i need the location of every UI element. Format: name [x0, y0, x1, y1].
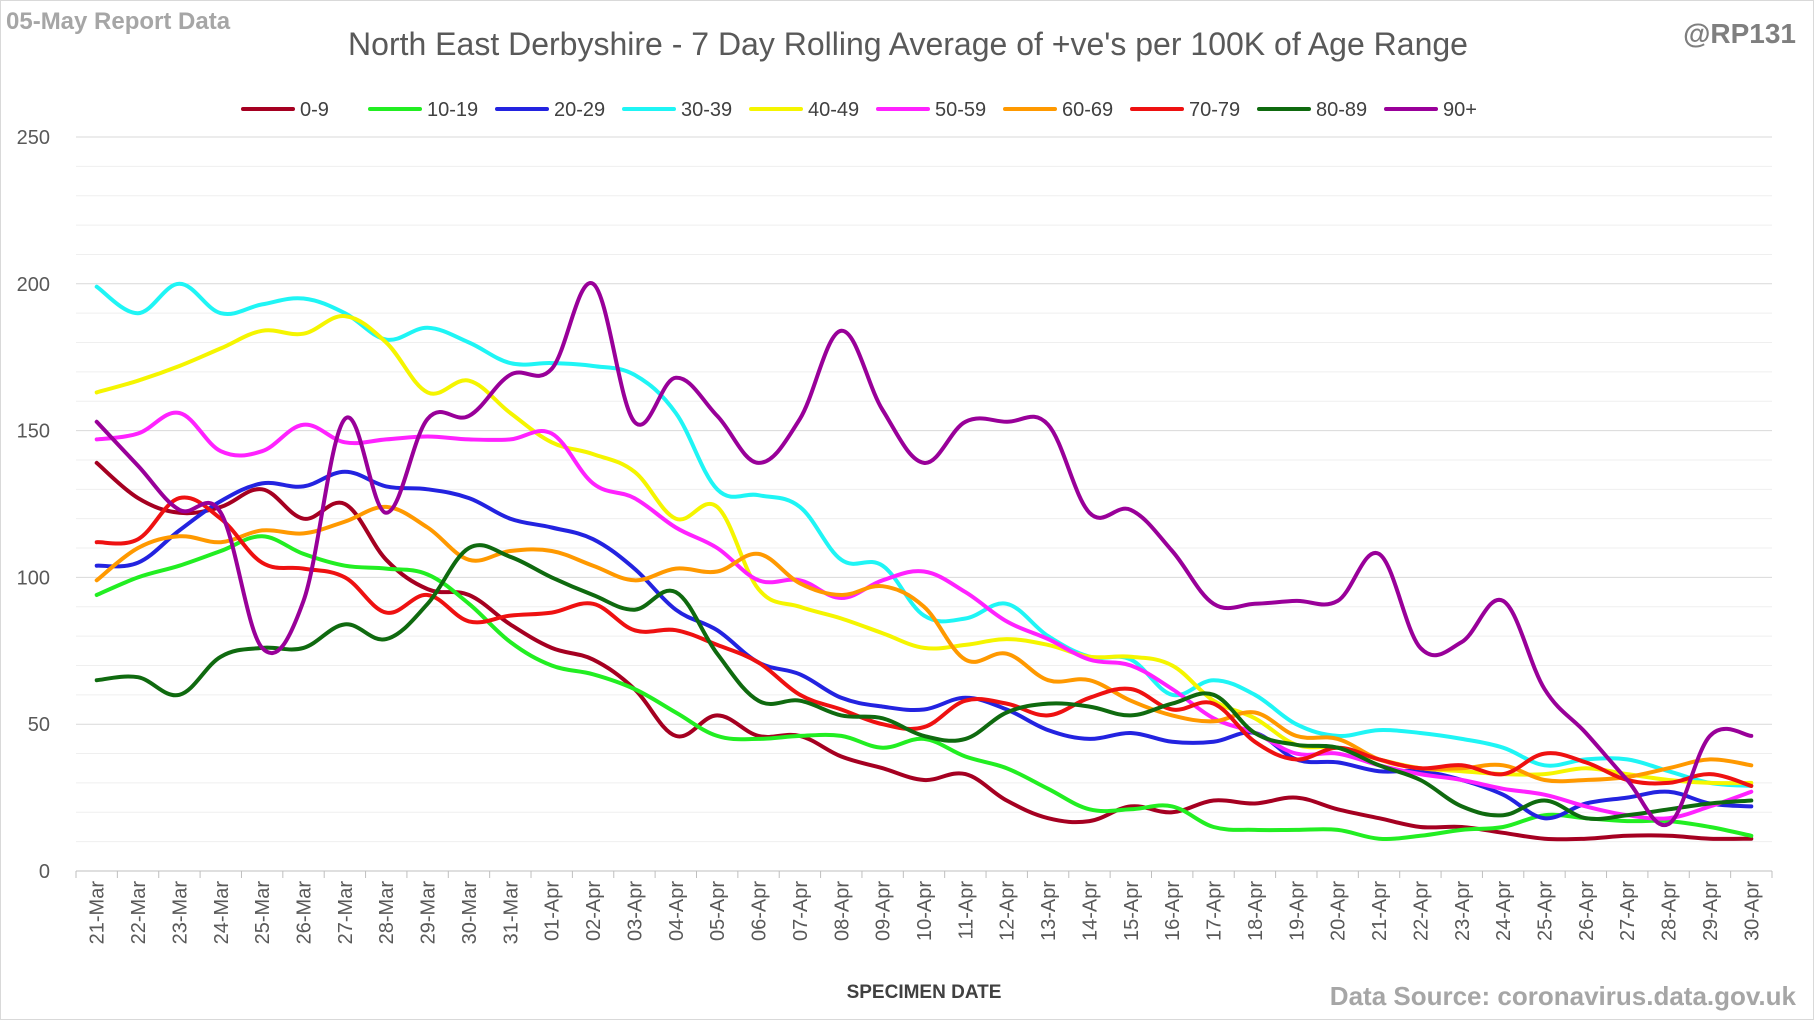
x-tick-label: 07-Apr — [790, 881, 812, 941]
legend-label: 60-69 — [1062, 99, 1113, 121]
x-axis-ticks: 21-Mar 22-Mar 23-Mar 24-Mar 25-Mar 26-Mar 27-M… — [75, 871, 1773, 945]
legend-label: 70-79 — [1189, 99, 1240, 121]
legend-label: 0-9 — [300, 99, 329, 121]
x-tick-label: 17-Apr — [1204, 881, 1226, 941]
x-tick-label: 24-Apr — [1493, 881, 1515, 941]
x-tick-label: 01-Apr — [542, 881, 564, 941]
series-line-40-49 — [94, 314, 1754, 786]
legend-label: 20-29 — [554, 99, 605, 121]
x-tick-label: 21-Mar — [87, 881, 109, 945]
x-tick-label: 05-Apr — [707, 881, 729, 941]
x-tick-label: 30-Apr — [1741, 881, 1763, 941]
x-tick-label: 25-Mar — [252, 881, 274, 945]
series-lines — [94, 281, 1754, 842]
series-line-10-19 — [94, 534, 1754, 841]
x-tick-label: 27-Apr — [1617, 881, 1639, 941]
y-tick-label: 50 — [28, 714, 50, 736]
x-tick-label: 31-Mar — [500, 881, 522, 945]
y-tick-label: 0 — [39, 861, 50, 883]
x-tick-label: 20-Apr — [1328, 881, 1350, 941]
legend-label: 80-89 — [1316, 99, 1367, 121]
x-tick-label: 12-Apr — [997, 881, 1019, 941]
x-tick-label: 23-Mar — [169, 881, 191, 945]
x-tick-label: 30-Mar — [459, 881, 481, 945]
x-tick-label: 21-Apr — [1369, 881, 1391, 941]
x-tick-label: 27-Mar — [335, 881, 357, 945]
data-source-label: Data Source: coronavirus.data.gov.uk — [1329, 981, 1796, 1011]
chart-title: North East Derbyshire - 7 Day Rolling Av… — [348, 26, 1468, 62]
x-tick-label: 10-Apr — [914, 881, 936, 941]
x-tick-label: 23-Apr — [1452, 881, 1474, 941]
y-tick-label: 200 — [17, 274, 50, 296]
x-tick-label: 11-Apr — [955, 881, 977, 940]
x-tick-label: 28-Mar — [376, 881, 398, 945]
x-tick-label: 15-Apr — [1121, 881, 1143, 941]
series-line-80-89 — [94, 543, 1754, 822]
x-tick-label: 29-Apr — [1700, 881, 1722, 941]
legend: 0-9 10-19 20-29 30-39 40-49 50-59 60-69 70-79 80… — [241, 99, 1477, 121]
x-tick-label: 14-Apr — [1079, 881, 1101, 941]
x-tick-label: 28-Apr — [1659, 881, 1681, 941]
series-line-50-59 — [94, 410, 1754, 821]
legend-label: 90+ — [1443, 99, 1477, 121]
x-tick-label: 26-Mar — [294, 881, 316, 945]
x-tick-label: 22-Mar — [128, 881, 150, 945]
x-tick-label: 22-Apr — [1410, 881, 1432, 941]
y-tick-label: 100 — [17, 567, 50, 589]
x-tick-label: 13-Apr — [1038, 881, 1060, 941]
legend-label: 30-39 — [681, 99, 732, 121]
series-line-70-79 — [94, 495, 1754, 788]
gridlines — [76, 136, 1772, 872]
x-tick-label: 08-Apr — [831, 881, 853, 941]
series-line-90plus — [94, 281, 1754, 828]
x-tick-label: 18-Apr — [1245, 881, 1267, 941]
x-tick-label: 04-Apr — [666, 881, 688, 941]
x-tick-label: 24-Mar — [211, 881, 233, 945]
x-tick-label: 03-Apr — [624, 881, 646, 941]
x-tick-label: 16-Apr — [1162, 881, 1184, 941]
author-handle: @RP131 — [1683, 18, 1796, 49]
x-tick-label: 26-Apr — [1576, 881, 1598, 941]
y-tick-label: 250 — [17, 127, 50, 149]
y-axis-ticks: 0 50 100 150 200 250 — [17, 127, 50, 883]
legend-label: 10-19 — [427, 99, 478, 121]
y-tick-label: 150 — [17, 421, 50, 443]
x-tick-label: 25-Apr — [1534, 881, 1556, 941]
x-axis-title: SPECIMEN DATE — [847, 982, 1002, 1003]
x-tick-label: 19-Apr — [1286, 881, 1308, 941]
report-date-label: 05-May Report Data — [6, 8, 231, 35]
legend-label: 50-59 — [935, 99, 986, 121]
x-tick-label: 29-Mar — [418, 881, 440, 945]
x-tick-label: 06-Apr — [749, 881, 771, 941]
legend-label: 40-49 — [808, 99, 859, 121]
x-tick-label: 02-Apr — [583, 881, 605, 941]
x-tick-label: 09-Apr — [873, 881, 895, 941]
